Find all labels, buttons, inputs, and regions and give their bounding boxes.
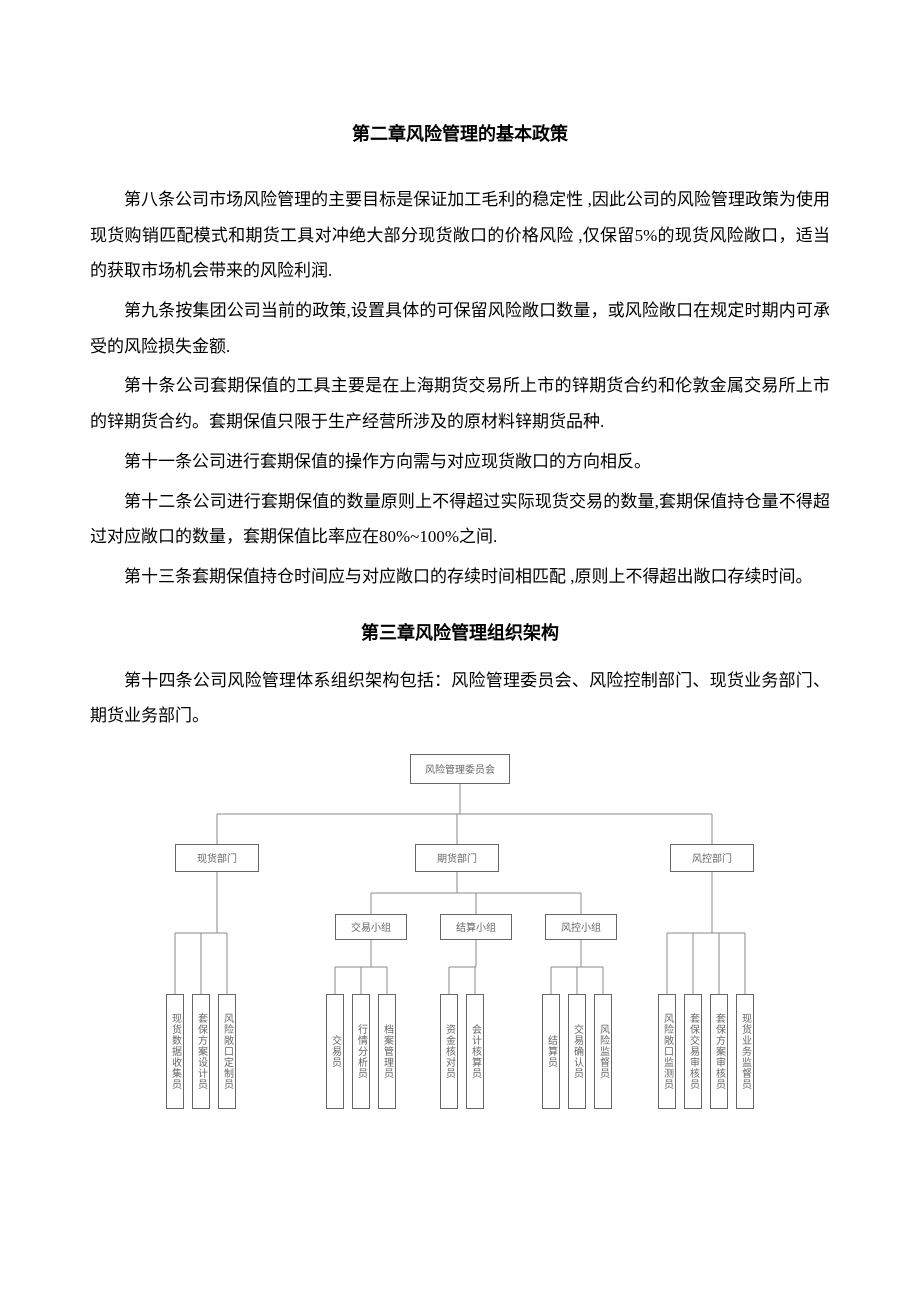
org-node-v2: 套保方案设计员	[192, 994, 210, 1109]
org-chart: 风险管理委员会现货部门期货部门风控部门交易小组结算小组风控小组现货数据收集员套保…	[110, 754, 810, 1144]
org-node-l3c: 风控小组	[545, 914, 617, 940]
org-node-v12: 风险敞口监测员	[658, 994, 676, 1109]
article-8: 第八条公司市场风险管理的主要目标是保证加工毛利的稳定性 ,因此公司的风险管理政策…	[90, 182, 830, 289]
article-12: 第十二条公司进行套期保值的数量原则上不得超过实际现货交易的数量,套期保值持仓量不…	[90, 484, 830, 555]
org-node-v3: 风险敞口定制员	[218, 994, 236, 1109]
chapter-2-heading: 第二章风险管理的基本政策	[90, 120, 830, 146]
org-node-v6: 档案管理员	[378, 994, 396, 1109]
org-node-l3b: 结算小组	[440, 914, 512, 940]
org-node-l2a: 现货部门	[175, 844, 259, 872]
org-node-v4: 交易员	[326, 994, 344, 1109]
org-node-l2b: 期货部门	[415, 844, 499, 872]
org-node-v11: 风险监督员	[594, 994, 612, 1109]
org-node-l2c: 风控部门	[670, 844, 754, 872]
article-9: 第九条按集团公司当前的政策,设置具体的可保留风险敞口数量，或风险敞口在规定时期内…	[90, 293, 830, 364]
org-node-l3a: 交易小组	[335, 914, 407, 940]
chapter-3-heading: 第三章风险管理组织架构	[90, 619, 830, 645]
article-13: 第十三条套期保值持仓时间应与对应敞口的存续时间相匹配 ,原则上不得超出敞口存续时…	[90, 559, 830, 595]
org-node-v14: 套保方案审核员	[710, 994, 728, 1109]
org-node-v5: 行情分析员	[352, 994, 370, 1109]
org-node-v8: 会计核算员	[466, 994, 484, 1109]
document-page: 第二章风险管理的基本政策 第八条公司市场风险管理的主要目标是保证加工毛利的稳定性…	[0, 0, 920, 1184]
org-chart-lines	[110, 754, 810, 1144]
org-node-v1: 现货数据收集员	[166, 994, 184, 1109]
article-11: 第十一条公司进行套期保值的操作方向需与对应现货敞口的方向相反。	[90, 444, 830, 480]
org-node-v7: 资金核对员	[440, 994, 458, 1109]
org-node-v10: 交易确认员	[568, 994, 586, 1109]
org-node-top: 风险管理委员会	[410, 754, 510, 784]
article-10: 第十条公司套期保值的工具主要是在上海期货交易所上市的锌期货合约和伦敦金属交易所上…	[90, 368, 830, 439]
article-14: 第十四条公司风险管理体系组织架构包括：风险管理委员会、风险控制部门、现货业务部门…	[90, 663, 830, 734]
org-node-v9: 结算员	[542, 994, 560, 1109]
org-node-v15: 现货业务监督员	[736, 994, 754, 1109]
org-node-v13: 套保交易审核员	[684, 994, 702, 1109]
